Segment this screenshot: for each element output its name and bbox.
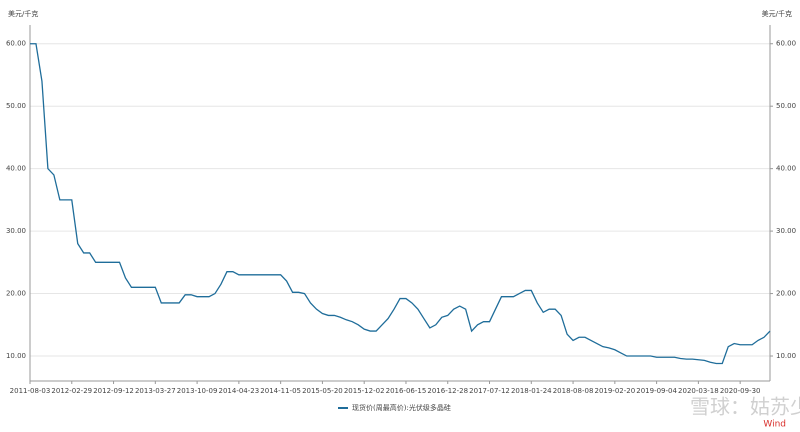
x-tick-label: 2017-07-12: [469, 387, 510, 395]
x-tick-label: 2014-04-23: [219, 387, 260, 395]
y-unit: 美元/千克: [8, 9, 38, 18]
x-tick-label: 2020-03-18: [678, 387, 719, 395]
y-tick-label: 20.00: [6, 290, 26, 298]
y2-tick-label: 50.00: [776, 102, 796, 110]
x-tick-label: 2018-01-24: [511, 387, 552, 395]
y2-tick-label: 60.00: [776, 40, 796, 48]
x-tick-label: 2019-02-20: [594, 387, 635, 395]
watermark: 雪球：姑苏少游: [690, 395, 800, 419]
x-tick-label: 2016-06-15: [386, 387, 427, 395]
x-tick-label: 2014-11-05: [260, 387, 301, 395]
x-tick-label: 2018-08-08: [553, 387, 594, 395]
y-tick-label: 60.00: [6, 40, 26, 48]
y-tick-label: 50.00: [6, 102, 26, 110]
x-tick-label: 2011-08-03: [10, 387, 51, 395]
x-tick-label: 2019-09-04: [636, 387, 677, 395]
x-tick-label: 2015-12-02: [344, 387, 385, 395]
y2-tick-label: 30.00: [776, 227, 796, 235]
legend-label: 现货价(周最高价):光伏级多晶硅: [352, 403, 451, 412]
x-tick-label: 2012-09-12: [93, 387, 134, 395]
x-tick-label: 2020-09-30: [720, 387, 761, 395]
y2-unit: 美元/千克: [762, 9, 792, 18]
y2-tick-label: 40.00: [776, 165, 796, 173]
x-tick-label: 2013-10-09: [177, 387, 218, 395]
x-tick-label: 2015-05-20: [302, 387, 343, 395]
y-tick-label: 40.00: [6, 165, 26, 173]
x-tick-label: 2016-12-28: [427, 387, 468, 395]
y2-tick-label: 20.00: [776, 290, 796, 298]
x-tick-label: 2013-03-27: [135, 387, 176, 395]
x-tick-label: 2012-02-29: [51, 387, 92, 395]
line: [30, 43, 771, 365]
y2-tick-label: 10.00: [776, 352, 796, 360]
y-tick-label: 10.00: [6, 352, 26, 360]
y-tick-label: 30.00: [6, 227, 26, 235]
source: Wind: [763, 420, 786, 430]
